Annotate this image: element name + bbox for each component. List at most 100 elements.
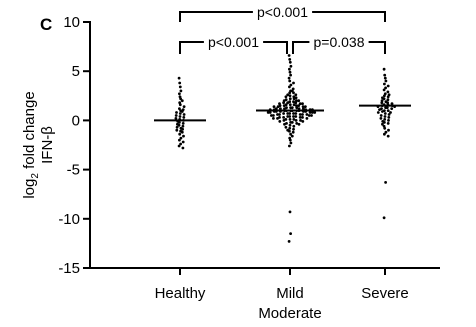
point-2-35 [389, 111, 392, 114]
point-0-33 [175, 128, 179, 132]
point-2-37 [383, 112, 387, 115]
y-tick-label-1: -10 [58, 211, 80, 228]
point-2-38 [387, 113, 391, 116]
y-tick-label-4: 5 [72, 63, 80, 80]
point-1-112 [290, 121, 294, 124]
point-0-36 [178, 132, 182, 136]
point-1-47 [272, 105, 276, 108]
point-2-56 [382, 216, 386, 220]
point-1-10 [289, 83, 293, 87]
point-1-83 [298, 113, 302, 116]
point-1-118 [292, 124, 296, 128]
point-2-7 [382, 88, 386, 92]
point-2-19 [380, 101, 384, 105]
point-0-17 [182, 113, 186, 116]
point-1-9 [292, 81, 295, 85]
point-1-110 [301, 120, 305, 123]
point-1-18 [294, 93, 298, 97]
point-1-132 [289, 232, 292, 236]
point-2-0 [382, 67, 386, 71]
point-1-125 [289, 132, 292, 136]
category-label-1: Mild [276, 285, 304, 302]
point-2-47 [386, 122, 390, 125]
point-1-124 [291, 130, 295, 134]
point-2-8 [386, 90, 390, 94]
point-1-108 [299, 119, 302, 122]
point-1-75 [311, 111, 314, 114]
category-label-1-line2: Moderate [258, 305, 321, 322]
point-1-102 [272, 117, 275, 120]
point-1-3 [289, 64, 293, 68]
point-0-29 [181, 124, 185, 128]
point-1-89 [307, 114, 311, 117]
point-2-55 [384, 181, 387, 184]
point-1-126 [290, 134, 294, 138]
panel-label: C [40, 15, 52, 34]
point-1-84 [278, 113, 281, 116]
y-tick-label-0: -15 [58, 260, 80, 277]
point-2-51 [387, 128, 390, 132]
point-1-97 [298, 116, 302, 119]
point-2-31 [378, 108, 381, 111]
point-0-15 [175, 111, 178, 114]
point-2-1 [383, 73, 387, 77]
point-1-107 [282, 119, 286, 122]
point-0-35 [180, 130, 184, 134]
point-2-28 [385, 106, 389, 109]
y-tick-label-5: 10 [63, 14, 80, 31]
point-1-128 [288, 138, 292, 142]
point-1-92 [288, 115, 292, 118]
point-2-43 [383, 118, 387, 121]
point-1-101 [305, 117, 309, 120]
point-1-90 [270, 114, 273, 117]
point-0-42 [177, 144, 181, 148]
point-1-114 [295, 122, 299, 125]
point-2-52 [384, 130, 388, 134]
point-1-120 [288, 126, 292, 130]
point-1-33 [282, 101, 285, 105]
point-1-131 [288, 210, 292, 214]
point-0-4 [178, 92, 181, 96]
point-1-95 [294, 115, 298, 118]
point-0-10 [182, 105, 186, 108]
point-1-109 [278, 120, 282, 123]
point-2-14 [382, 97, 386, 101]
point-1-116 [297, 122, 301, 126]
point-1-85 [301, 113, 304, 116]
point-1-91 [310, 114, 313, 117]
point-1-34 [298, 102, 302, 106]
point-1-42 [297, 104, 301, 107]
point-1-88 [272, 114, 275, 117]
point-2-15 [386, 98, 390, 102]
point-1-41 [282, 104, 286, 107]
point-1-55 [302, 107, 305, 110]
point-0-32 [181, 127, 185, 131]
point-0-37 [182, 134, 185, 138]
point-1-76 [266, 111, 270, 114]
point-2-2 [383, 76, 387, 80]
point-0-9 [178, 103, 182, 107]
point-1-115 [283, 122, 286, 126]
point-1-5 [288, 70, 292, 74]
bracket-label-2: p=0.038 [314, 34, 365, 50]
point-0-18 [174, 114, 178, 117]
point-1-80 [286, 112, 290, 115]
point-0-20 [182, 116, 186, 119]
point-1-45 [276, 105, 280, 108]
point-0-39 [178, 138, 181, 142]
point-0-28 [177, 123, 181, 127]
point-1-93 [292, 115, 295, 118]
point-1-77 [313, 111, 317, 114]
point-0-38 [179, 136, 183, 140]
point-1-133 [287, 240, 291, 243]
point-1-16 [292, 91, 295, 95]
point-1-28 [297, 99, 301, 103]
point-0-16 [178, 112, 182, 115]
point-2-40 [383, 115, 387, 118]
point-1-7 [287, 76, 291, 80]
point-0-2 [178, 85, 182, 89]
point-1-32 [294, 101, 298, 105]
point-1-36 [301, 102, 304, 106]
point-0-6 [179, 97, 183, 101]
point-0-30 [175, 125, 179, 129]
